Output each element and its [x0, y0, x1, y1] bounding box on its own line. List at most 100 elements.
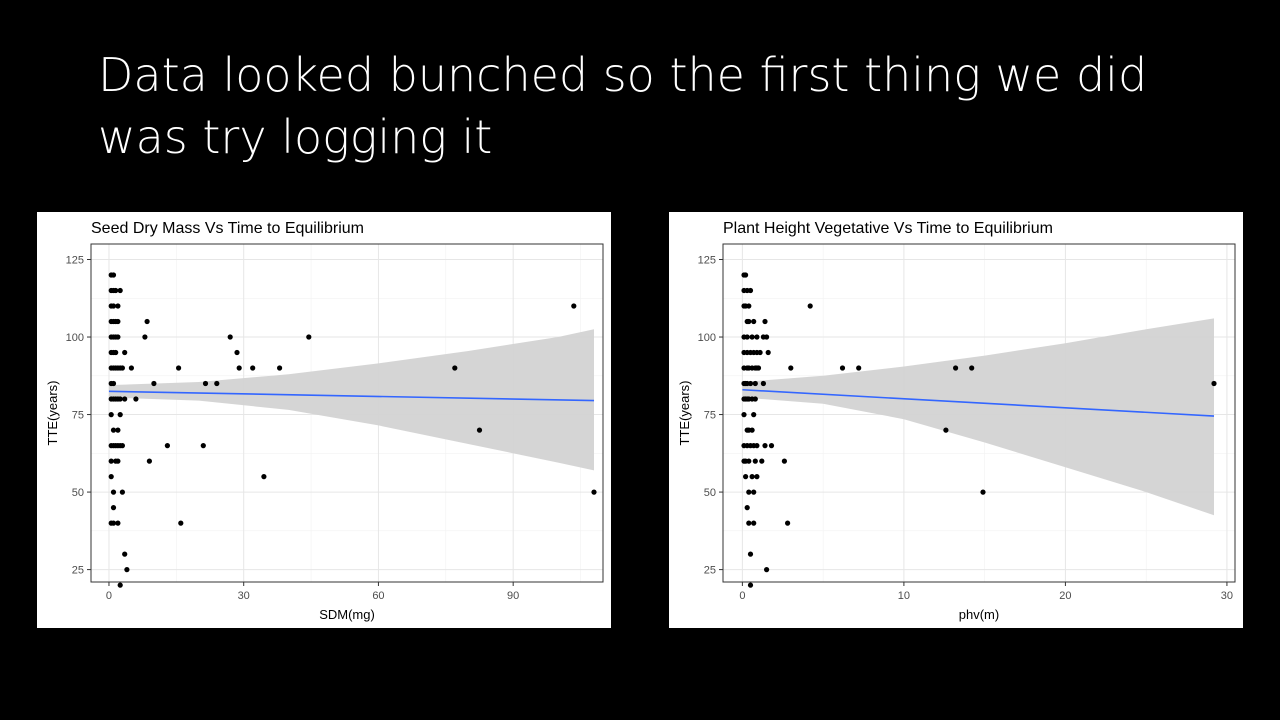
y-tick-label: 100: [66, 332, 84, 344]
y-tick-label: 125: [66, 255, 84, 267]
data-point: [261, 474, 267, 480]
data-point: [856, 365, 862, 371]
data-point: [1211, 380, 1217, 387]
data-point: [144, 318, 150, 325]
data-point: [752, 380, 758, 387]
data-point: [762, 318, 768, 325]
data-point: [746, 520, 752, 526]
y-tick-label: 75: [704, 410, 716, 422]
data-point: [762, 443, 768, 449]
data-point: [781, 458, 787, 464]
scatter-chart-seed-dry-mass: Seed Dry Mass Vs Time to Equilibrium 0 30 6…: [45, 220, 604, 622]
data-point: [117, 396, 123, 402]
data-point: [980, 489, 986, 495]
data-point: [749, 427, 755, 433]
data-point: [178, 520, 184, 526]
confidence-band: [742, 318, 1214, 516]
data-point: [746, 303, 752, 309]
data-point: [108, 458, 114, 464]
data-point: [110, 520, 117, 526]
data-point: [202, 380, 209, 387]
x-tick-label: 30: [1221, 590, 1233, 602]
data-point: [108, 474, 114, 480]
y-tick-label: 25: [704, 565, 716, 577]
data-point: [151, 380, 157, 387]
data-points: [741, 272, 1217, 588]
data-point: [571, 303, 577, 309]
fit-line: [742, 388, 1215, 417]
y-axis-label: TTE(years): [45, 381, 60, 446]
y-axis-label: TTE(years): [677, 381, 692, 446]
data-points: [108, 272, 597, 588]
y-tick-label: 100: [698, 332, 716, 344]
data-point: [754, 474, 760, 480]
x-axis-label: phv(m): [959, 607, 999, 622]
data-point: [115, 427, 121, 433]
y-tick-label: 75: [72, 410, 84, 422]
data-point: [764, 334, 770, 340]
data-point: [110, 272, 117, 278]
slide-title-line-2: was try logging it: [98, 110, 493, 164]
data-point: [113, 287, 119, 294]
data-point: [751, 412, 757, 418]
data-point: [757, 349, 763, 356]
data-point: [122, 349, 128, 356]
y-tick-label: 25: [72, 565, 84, 577]
data-point: [110, 427, 117, 433]
data-point: [788, 365, 794, 371]
data-point: [743, 272, 749, 278]
x-tick-label: 60: [372, 590, 384, 602]
data-point: [751, 489, 757, 495]
x-tick-label: 20: [1059, 590, 1071, 602]
chart-panel-plant-height: Plant Height Vegetative Vs Time to Equil…: [669, 212, 1243, 628]
data-point: [146, 458, 152, 464]
data-point: [747, 582, 754, 588]
data-point: [227, 334, 233, 340]
data-point: [115, 458, 121, 464]
data-point: [119, 443, 125, 449]
data-point: [746, 458, 752, 464]
data-point: [785, 520, 791, 526]
data-point: [133, 396, 139, 402]
data-point: [234, 349, 240, 356]
data-point: [747, 380, 754, 387]
data-point: [115, 318, 121, 325]
data-point: [752, 458, 758, 464]
plot-border: [90, 243, 604, 583]
data-point: [759, 458, 765, 464]
slide-title: Data looked bunched so the first thing w…: [98, 44, 1218, 168]
data-point: [128, 365, 134, 371]
data-point: [751, 520, 757, 526]
chart-title: Plant Height Vegetative Vs Time to Equil…: [723, 220, 1053, 237]
data-point: [214, 380, 220, 387]
data-point: [115, 520, 121, 526]
data-point: [110, 303, 117, 309]
fit-line: [108, 390, 595, 402]
data-point: [764, 567, 770, 573]
data-point: [306, 334, 312, 340]
data-point: [142, 334, 148, 340]
data-point: [176, 365, 182, 371]
data-point: [747, 551, 754, 557]
data-point: [119, 489, 125, 495]
x-tick-label: 90: [507, 590, 519, 602]
data-point: [751, 318, 757, 325]
data-point: [839, 365, 846, 371]
confidence-band: [109, 329, 594, 471]
data-point: [943, 427, 949, 433]
data-point: [122, 396, 128, 402]
data-point: [591, 489, 597, 495]
data-point: [277, 365, 283, 371]
data-point: [108, 412, 114, 418]
data-point: [765, 349, 771, 356]
data-point: [953, 365, 959, 371]
data-point: [754, 334, 760, 340]
data-point: [110, 505, 117, 511]
data-point: [122, 551, 128, 557]
data-point: [113, 349, 119, 356]
data-point: [755, 365, 762, 371]
data-point: [200, 443, 206, 449]
scatter-chart-plant-height: Plant Height Vegetative Vs Time to Equil…: [677, 220, 1236, 622]
data-point: [760, 380, 766, 387]
data-point: [124, 567, 130, 573]
